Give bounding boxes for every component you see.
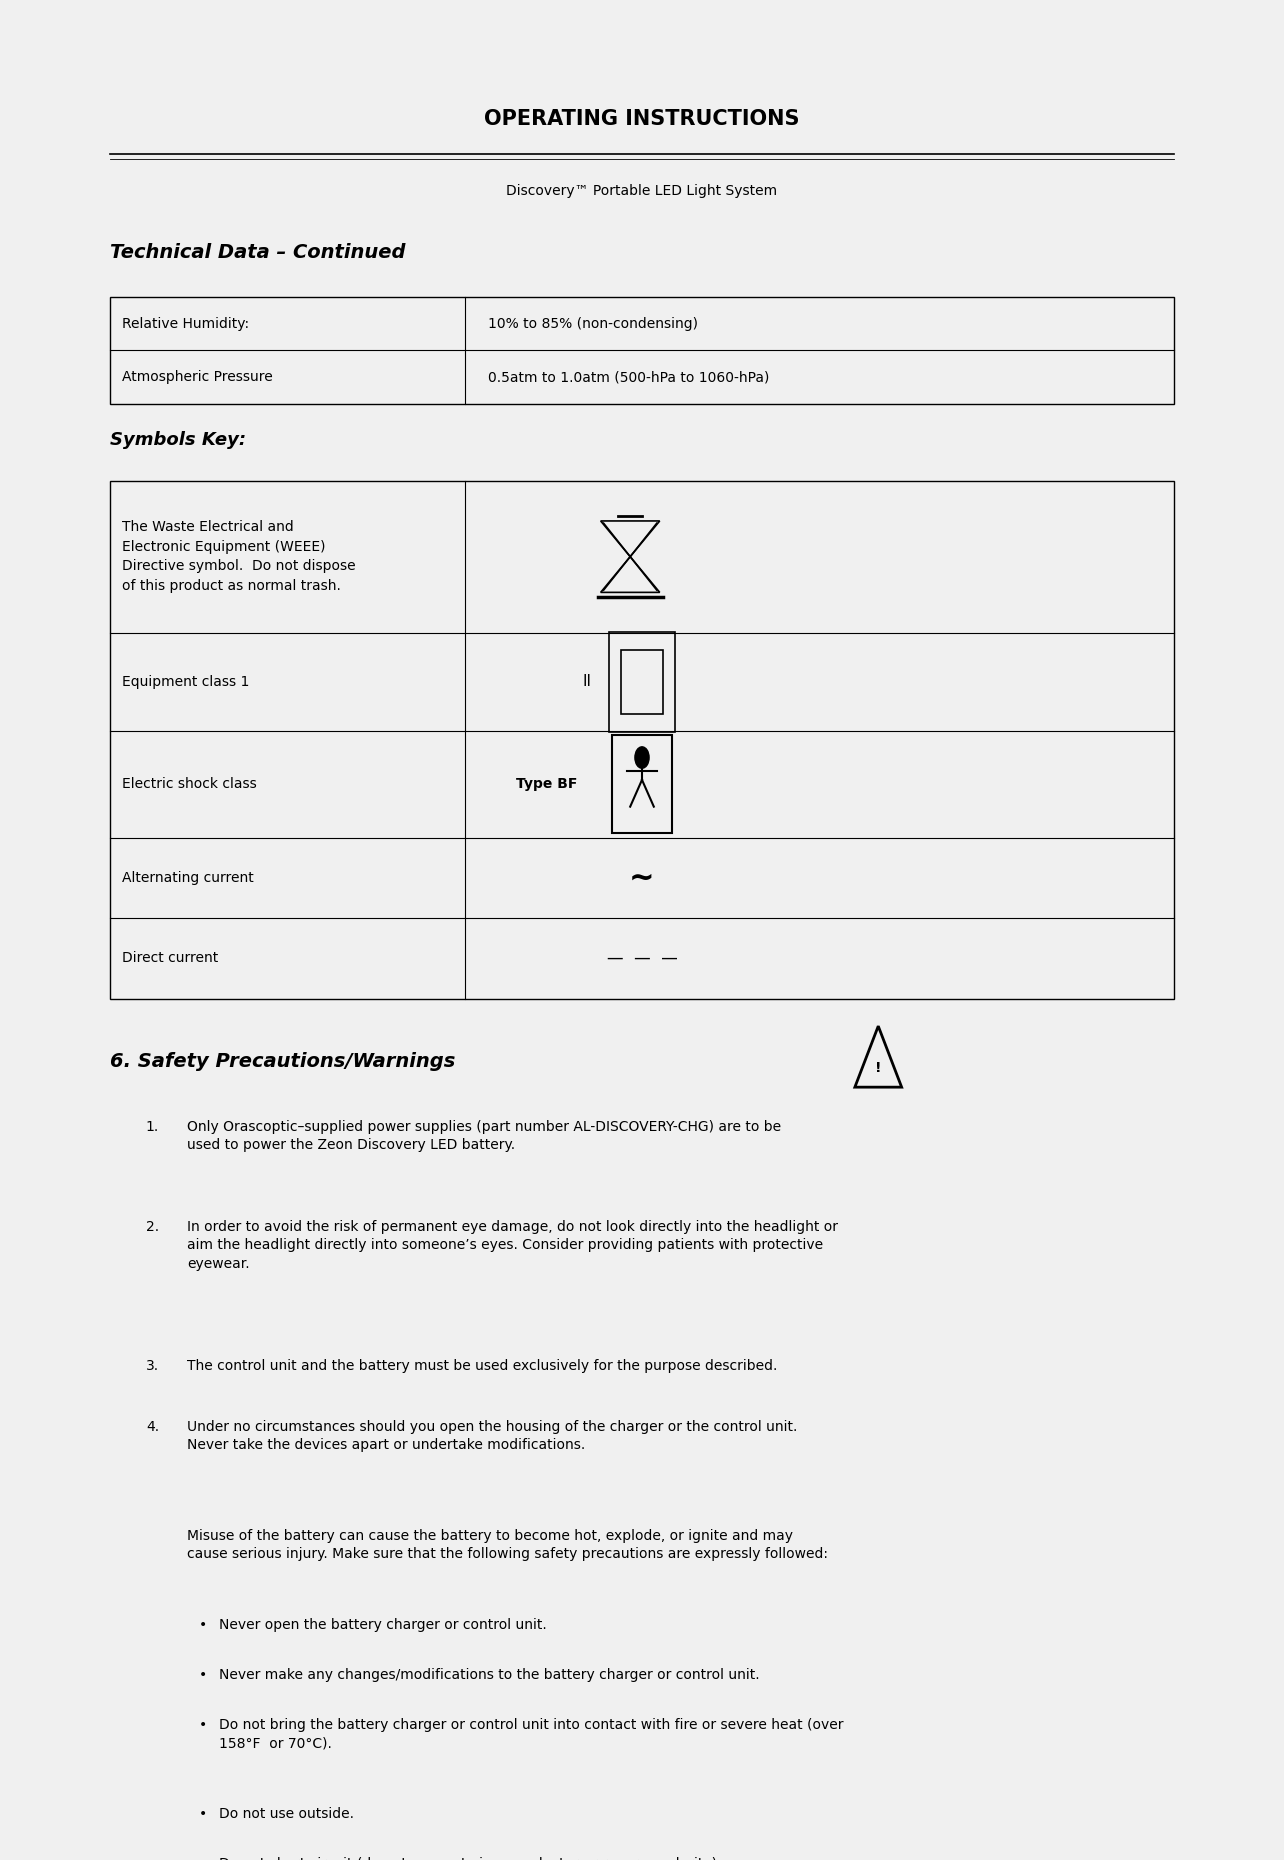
Text: II: II [582, 673, 591, 690]
Text: Only Orascoptic–supplied power supplies (part number AL-DISCOVERY-CHG) are to be: Only Orascoptic–supplied power supplies … [187, 1120, 782, 1153]
Text: Do not short circuit (do not connect via a conductor or reverse polarity).: Do not short circuit (do not connect via… [220, 1858, 722, 1860]
Text: —  —  —: — — — [606, 949, 678, 967]
Text: Under no circumstances should you open the housing of the charger or the control: Under no circumstances should you open t… [187, 1419, 797, 1453]
Text: In order to avoid the risk of permanent eye damage, do not look directly into th: In order to avoid the risk of permanent … [187, 1220, 838, 1270]
Circle shape [634, 748, 650, 768]
Text: 6. Safety Precautions/Warnings: 6. Safety Precautions/Warnings [110, 1053, 456, 1071]
Text: Alternating current: Alternating current [122, 870, 254, 885]
Text: •: • [199, 1858, 207, 1860]
Text: •: • [199, 1808, 207, 1821]
Text: •: • [199, 1719, 207, 1732]
Text: ~: ~ [629, 863, 655, 893]
Text: Equipment class 1: Equipment class 1 [122, 675, 249, 688]
Text: Symbols Key:: Symbols Key: [110, 432, 247, 448]
Text: Do not bring the battery charger or control unit into contact with fire or sever: Do not bring the battery charger or cont… [220, 1719, 844, 1750]
Text: 10% to 85% (non-condensing): 10% to 85% (non-condensing) [488, 316, 698, 331]
Text: Direct current: Direct current [122, 952, 218, 965]
Text: !: ! [874, 1060, 882, 1075]
Text: Never make any changes/modifications to the battery charger or control unit.: Never make any changes/modifications to … [220, 1668, 760, 1681]
Text: Misuse of the battery can cause the battery to become hot, explode, or ignite an: Misuse of the battery can cause the batt… [187, 1529, 828, 1561]
Text: Never open the battery charger or control unit.: Never open the battery charger or contro… [220, 1618, 547, 1633]
Text: 4.: 4. [146, 1419, 159, 1434]
Text: OPERATING INSTRUCTIONS: OPERATING INSTRUCTIONS [484, 110, 800, 130]
Text: Technical Data – Continued: Technical Data – Continued [110, 244, 406, 262]
Text: Relative Humidity:: Relative Humidity: [122, 316, 249, 331]
Text: Electric shock class: Electric shock class [122, 777, 257, 790]
Text: Type BF: Type BF [516, 777, 577, 790]
Text: 2.: 2. [146, 1220, 159, 1233]
Text: The control unit and the battery must be used exclusively for the purpose descri: The control unit and the battery must be… [187, 1360, 778, 1373]
Text: 1.: 1. [146, 1120, 159, 1135]
Text: 0.5atm to 1.0atm (500-hPa to 1060-hPa): 0.5atm to 1.0atm (500-hPa to 1060-hPa) [488, 370, 770, 385]
Text: Do not use outside.: Do not use outside. [220, 1808, 354, 1821]
Text: Discovery™ Portable LED Light System: Discovery™ Portable LED Light System [506, 184, 778, 199]
Text: •: • [199, 1668, 207, 1681]
Text: •: • [199, 1618, 207, 1633]
Text: 3.: 3. [146, 1360, 159, 1373]
Text: The Waste Electrical and
Electronic Equipment (WEEE)
Directive symbol.  Do not d: The Waste Electrical and Electronic Equi… [122, 521, 356, 593]
Text: Atmospheric Pressure: Atmospheric Pressure [122, 370, 273, 385]
